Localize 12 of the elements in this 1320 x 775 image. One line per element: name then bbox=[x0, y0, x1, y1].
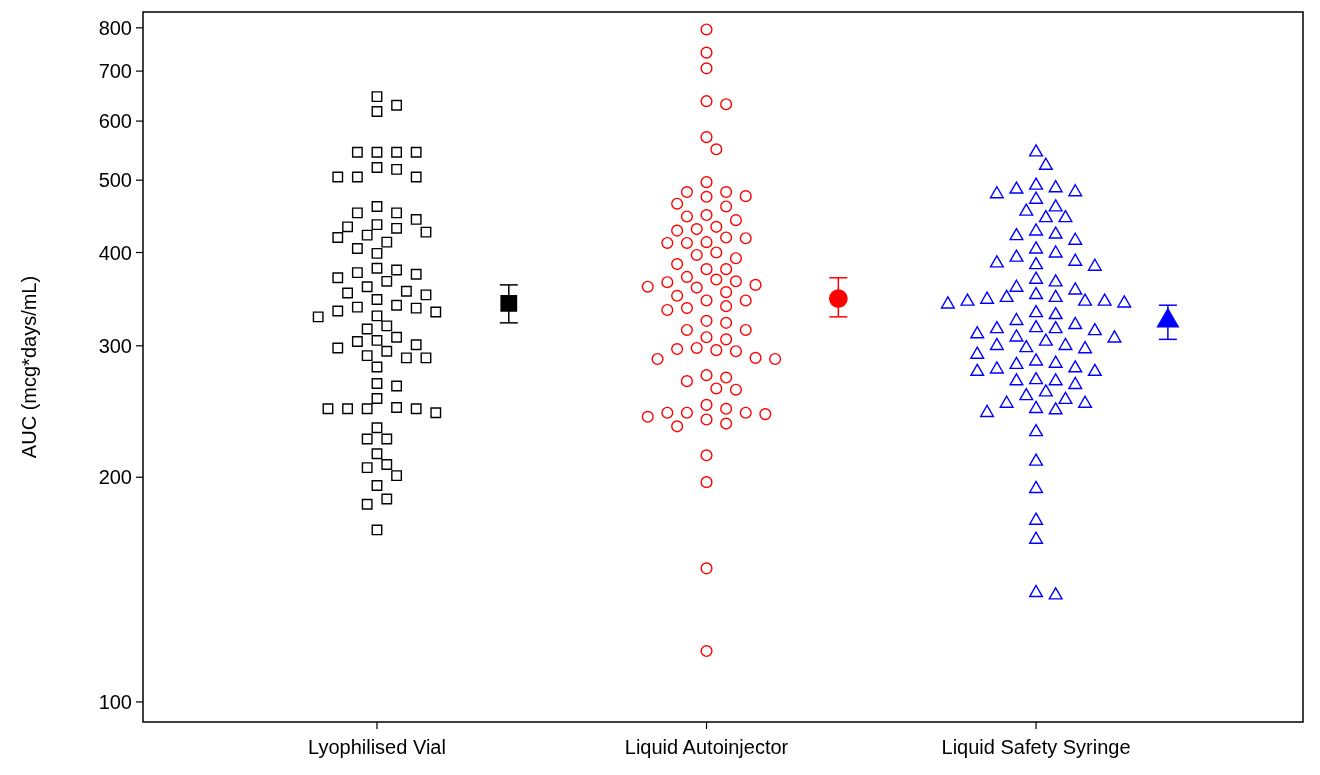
y-tick-label: 200 bbox=[98, 466, 132, 489]
x-tick-label: Liquid Safety Syringe bbox=[941, 736, 1131, 758]
y-tick-label: 100 bbox=[98, 690, 132, 713]
y-tick-label: 600 bbox=[98, 110, 132, 133]
y-tick-label: 700 bbox=[98, 60, 132, 83]
x-tick-label: Lyophilised Vial bbox=[308, 736, 446, 758]
y-tick-label: 800 bbox=[98, 16, 132, 39]
y-tick-label: 300 bbox=[98, 334, 132, 357]
y-tick-label: 400 bbox=[98, 241, 132, 264]
y-tick-label: 500 bbox=[98, 169, 132, 192]
y-axis-title: AUC (mcg*days/mL) bbox=[18, 275, 40, 459]
x-tick-label: Liquid Autoinjector bbox=[624, 736, 789, 758]
